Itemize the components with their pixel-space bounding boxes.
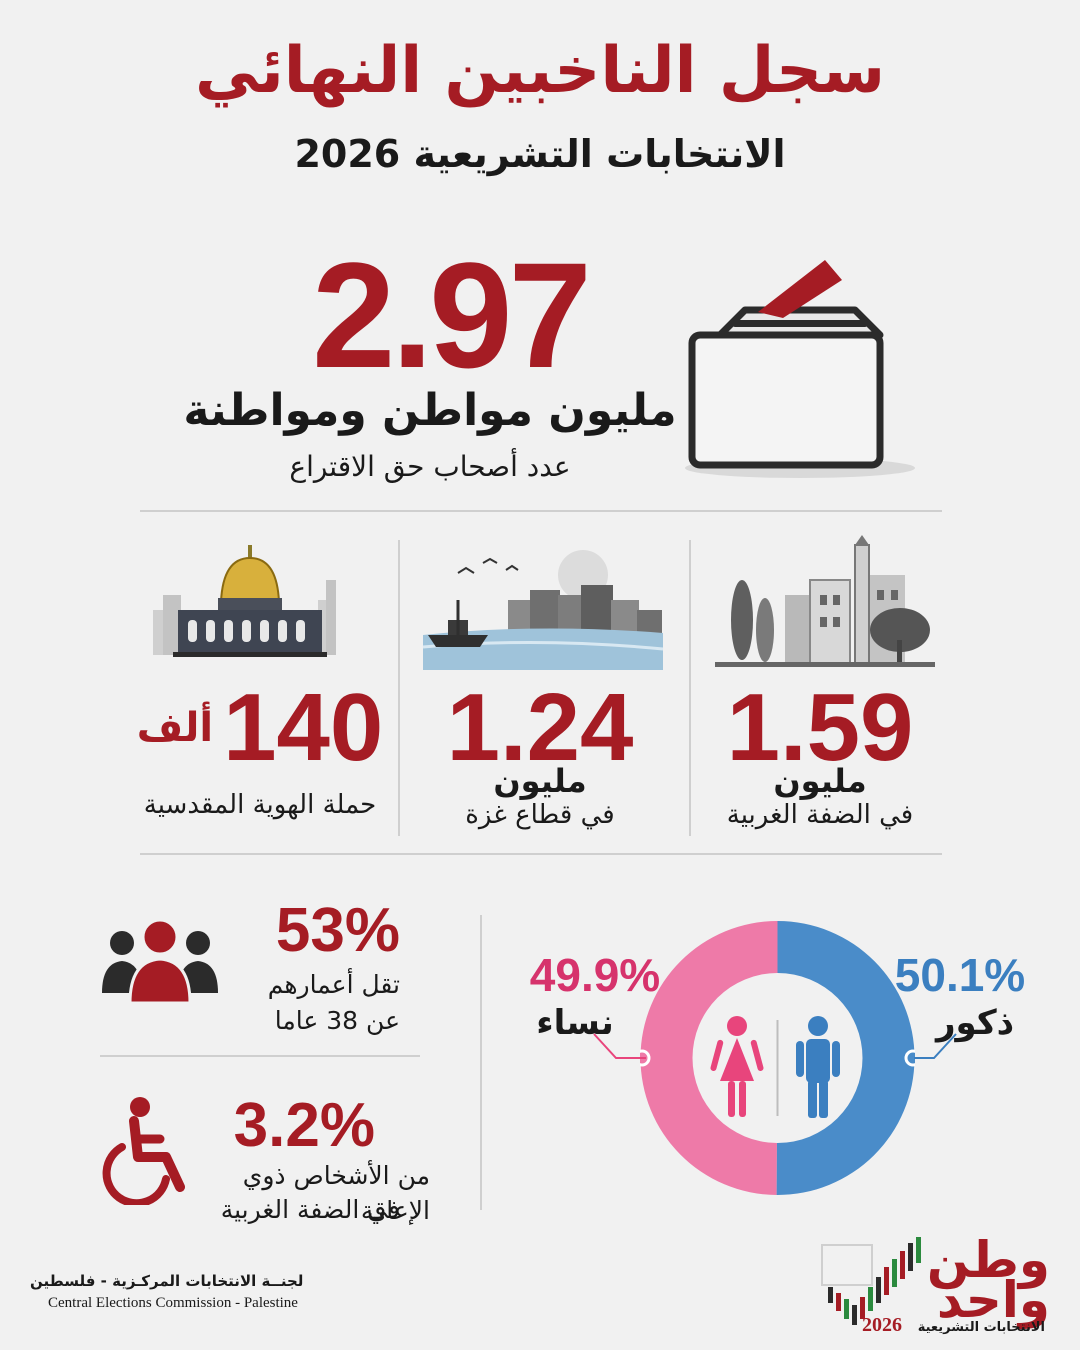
male-segment (776, 921, 915, 1195)
male-percent: 50.1% (894, 949, 1026, 1001)
page-title: سجل الناخبين النهائي (195, 34, 885, 108)
logo-subtitle: الانتخابات التشريعية (917, 1320, 1045, 1335)
west-bank-description: في الضفة الغربية (726, 800, 914, 830)
disability-text-line1: من الأشخاص ذوي الإعاقة (242, 1161, 430, 1225)
ballot-box-icon (685, 260, 915, 478)
female-segment (640, 921, 778, 1195)
divider-vertical-bottom (480, 915, 482, 1210)
logo-word-1: وطن (926, 1231, 1050, 1289)
checkmark-logo-icon (821, 1237, 921, 1325)
gender-donut-chart (640, 921, 915, 1195)
total-voters-unit: مليون مواطن ومواطنة (183, 385, 677, 436)
people-group-icon (102, 918, 218, 1005)
age-text-line1: تقل أعمارهم (267, 970, 400, 999)
divider-top (140, 510, 942, 512)
region-divider-1 (689, 540, 691, 836)
footer-org-english: Central Elections Commission - Palestine (48, 1295, 298, 1311)
disability-value: 3.2% (233, 1091, 375, 1160)
dome-of-rock-icon (153, 545, 336, 657)
jerusalem-value-row: 140 ألف (136, 674, 384, 781)
west-bank-town-icon (715, 535, 935, 667)
gaza-value: 1.24 (446, 674, 634, 781)
page-subtitle: الانتخابات التشريعية 2026 (294, 132, 786, 176)
age-text-line2: عن 38 عاما (274, 1006, 400, 1035)
footer-org-arabic: لجنــة الانتخابات المركـزية - فلسطين (30, 1272, 304, 1290)
female-label: نساء (536, 1003, 614, 1043)
jerusalem-unit: ألف (136, 705, 214, 751)
total-voters-description: عدد أصحاب حق الاقتراع (289, 450, 571, 483)
total-voters-value: 2.97 (312, 231, 592, 399)
male-label: ذكور (935, 1003, 1015, 1043)
male-marker (904, 1049, 915, 1067)
logo-year: 2026 (862, 1314, 902, 1336)
gaza-coast-icon (422, 550, 664, 670)
disability-text-line2: في الضفة الغربية (220, 1195, 400, 1224)
wheelchair-icon (102, 1097, 185, 1205)
female-percent: 49.9% (529, 949, 661, 1001)
male-leader-line (914, 1033, 957, 1059)
gaza-unit: مليون (493, 762, 587, 800)
divider-left-stats (100, 1055, 420, 1057)
checkmark-bars (828, 1237, 921, 1325)
jerusalem-description: حملة الهوية المقدسية (143, 790, 377, 820)
west-bank-value: 1.59 (726, 674, 914, 781)
logo-word-2: واحد (936, 1271, 1050, 1329)
divider-middle (140, 853, 942, 855)
age-value: 53% (275, 896, 400, 965)
gaza-description: في قطاع غزة (465, 800, 615, 830)
male-icon (796, 1016, 840, 1118)
jerusalem-value: 140 (223, 674, 384, 781)
female-leader-line (593, 1033, 646, 1059)
female-icon (710, 1016, 764, 1117)
west-bank-unit: مليون (773, 762, 867, 800)
region-divider-2 (398, 540, 400, 836)
